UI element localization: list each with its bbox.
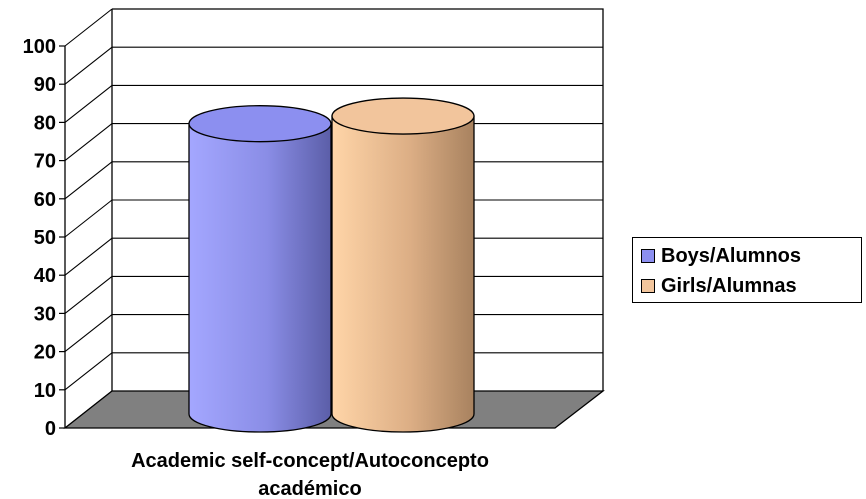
legend-label-girls: Girls/Alumnas bbox=[661, 274, 797, 297]
y-tick-label: 60 bbox=[34, 189, 56, 211]
legend-swatch-girls bbox=[641, 279, 655, 293]
bar-top bbox=[188, 105, 332, 143]
y-tick-label: 50 bbox=[34, 227, 56, 249]
gridline-diagonal bbox=[64, 123, 113, 162]
y-tick-label: 40 bbox=[34, 265, 56, 287]
y-tick-label: 80 bbox=[34, 112, 56, 134]
bar-body bbox=[331, 115, 475, 433]
bar-girls bbox=[331, 97, 475, 433]
x-axis-labels: Academic self-concept/Autoconcepto académ… bbox=[131, 450, 489, 499]
y-tick-label: 0 bbox=[45, 418, 56, 440]
gridline-diagonal bbox=[64, 8, 113, 47]
legend-item-girls: Girls/Alumnas bbox=[641, 274, 797, 298]
gridline-diagonal bbox=[64, 199, 113, 238]
legend-label-boys: Boys/Alumnos bbox=[661, 244, 802, 267]
gridline-diagonal bbox=[64, 161, 113, 200]
x-category-label: académico bbox=[258, 478, 361, 499]
legend: Boys/Alumnos Girls/Alumnas bbox=[632, 237, 862, 303]
y-tick-label: 10 bbox=[34, 380, 56, 402]
bar-body bbox=[188, 123, 332, 433]
gridline-diagonal bbox=[64, 275, 113, 314]
gridline-diagonal bbox=[64, 237, 113, 276]
gridline-diagonal bbox=[64, 84, 113, 123]
bars bbox=[188, 97, 475, 433]
legend-item-boys: Boys/Alumnos bbox=[641, 244, 801, 268]
y-tick-label: 100 bbox=[23, 36, 56, 58]
y-tick-label: 70 bbox=[34, 151, 56, 173]
bar-top bbox=[331, 97, 475, 135]
gridline-diagonal bbox=[64, 46, 113, 85]
y-tick-label: 20 bbox=[34, 342, 56, 364]
bar-boys bbox=[188, 105, 332, 433]
legend-swatch-boys bbox=[641, 249, 655, 263]
x-category-label: Academic self-concept/Autoconcepto bbox=[131, 450, 489, 472]
gridline-diagonal bbox=[64, 314, 113, 353]
gridline-diagonal bbox=[64, 352, 113, 391]
y-axis-ticks: 0 10 20 30 40 50 60 70 80 90 100 bbox=[23, 36, 65, 440]
y-tick-label: 30 bbox=[34, 303, 56, 325]
y-tick-label: 90 bbox=[34, 74, 56, 96]
